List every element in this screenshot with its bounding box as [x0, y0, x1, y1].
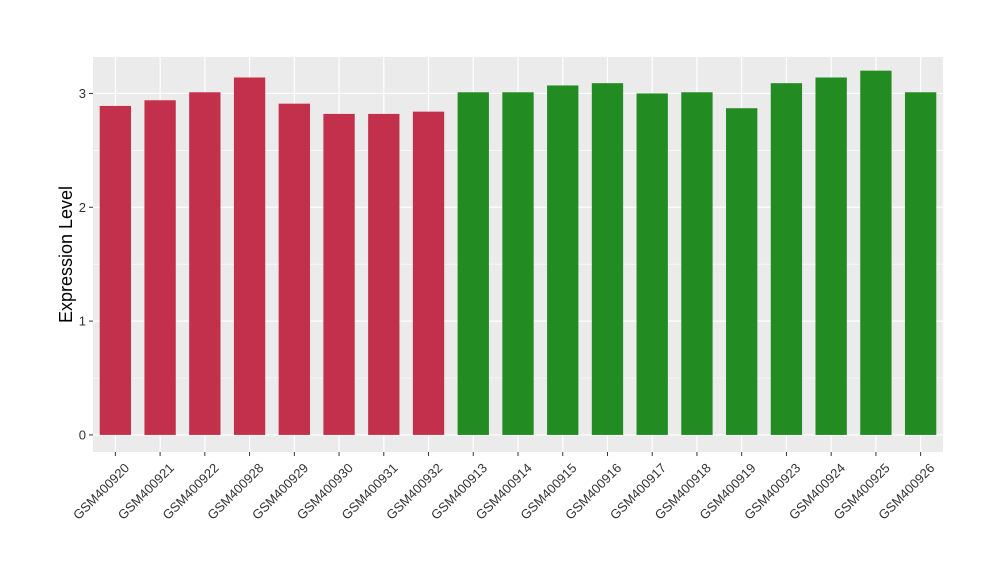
y-tick-label: 2 — [79, 200, 86, 215]
bar-gsm400924 — [815, 77, 847, 435]
x-axis: GSM400920GSM400921GSM400922GSM400928GSM4… — [70, 452, 938, 523]
bar-gsm400922 — [189, 92, 221, 435]
bar-gsm400914 — [502, 92, 534, 435]
bar-gsm400917 — [636, 93, 668, 435]
bar-gsm400921 — [144, 100, 176, 435]
bars — [99, 70, 937, 435]
bar-gsm400916 — [591, 83, 624, 435]
bar-gsm400919 — [726, 108, 758, 435]
y-tick-label: 1 — [79, 314, 86, 329]
bar-gsm400918 — [681, 92, 713, 435]
bar-gsm400928 — [233, 77, 266, 435]
bar-gsm400930 — [323, 113, 355, 435]
bar-gsm400923 — [770, 83, 803, 435]
y-tick-label: 3 — [79, 86, 86, 101]
y-axis: 0 1 2 3 — [79, 86, 93, 442]
bar-gsm400926 — [904, 92, 937, 435]
bar-gsm400920 — [99, 105, 132, 435]
bar-gsm400931 — [368, 113, 400, 435]
bar-gsm400929 — [278, 103, 310, 435]
bar-gsm400932 — [412, 111, 445, 435]
bar-gsm400925 — [860, 70, 892, 435]
y-tick-label: 0 — [79, 427, 86, 442]
bar-gsm400913 — [457, 92, 489, 435]
bar-gsm400915 — [547, 85, 579, 435]
y-axis-title: Expression Level — [56, 186, 76, 323]
